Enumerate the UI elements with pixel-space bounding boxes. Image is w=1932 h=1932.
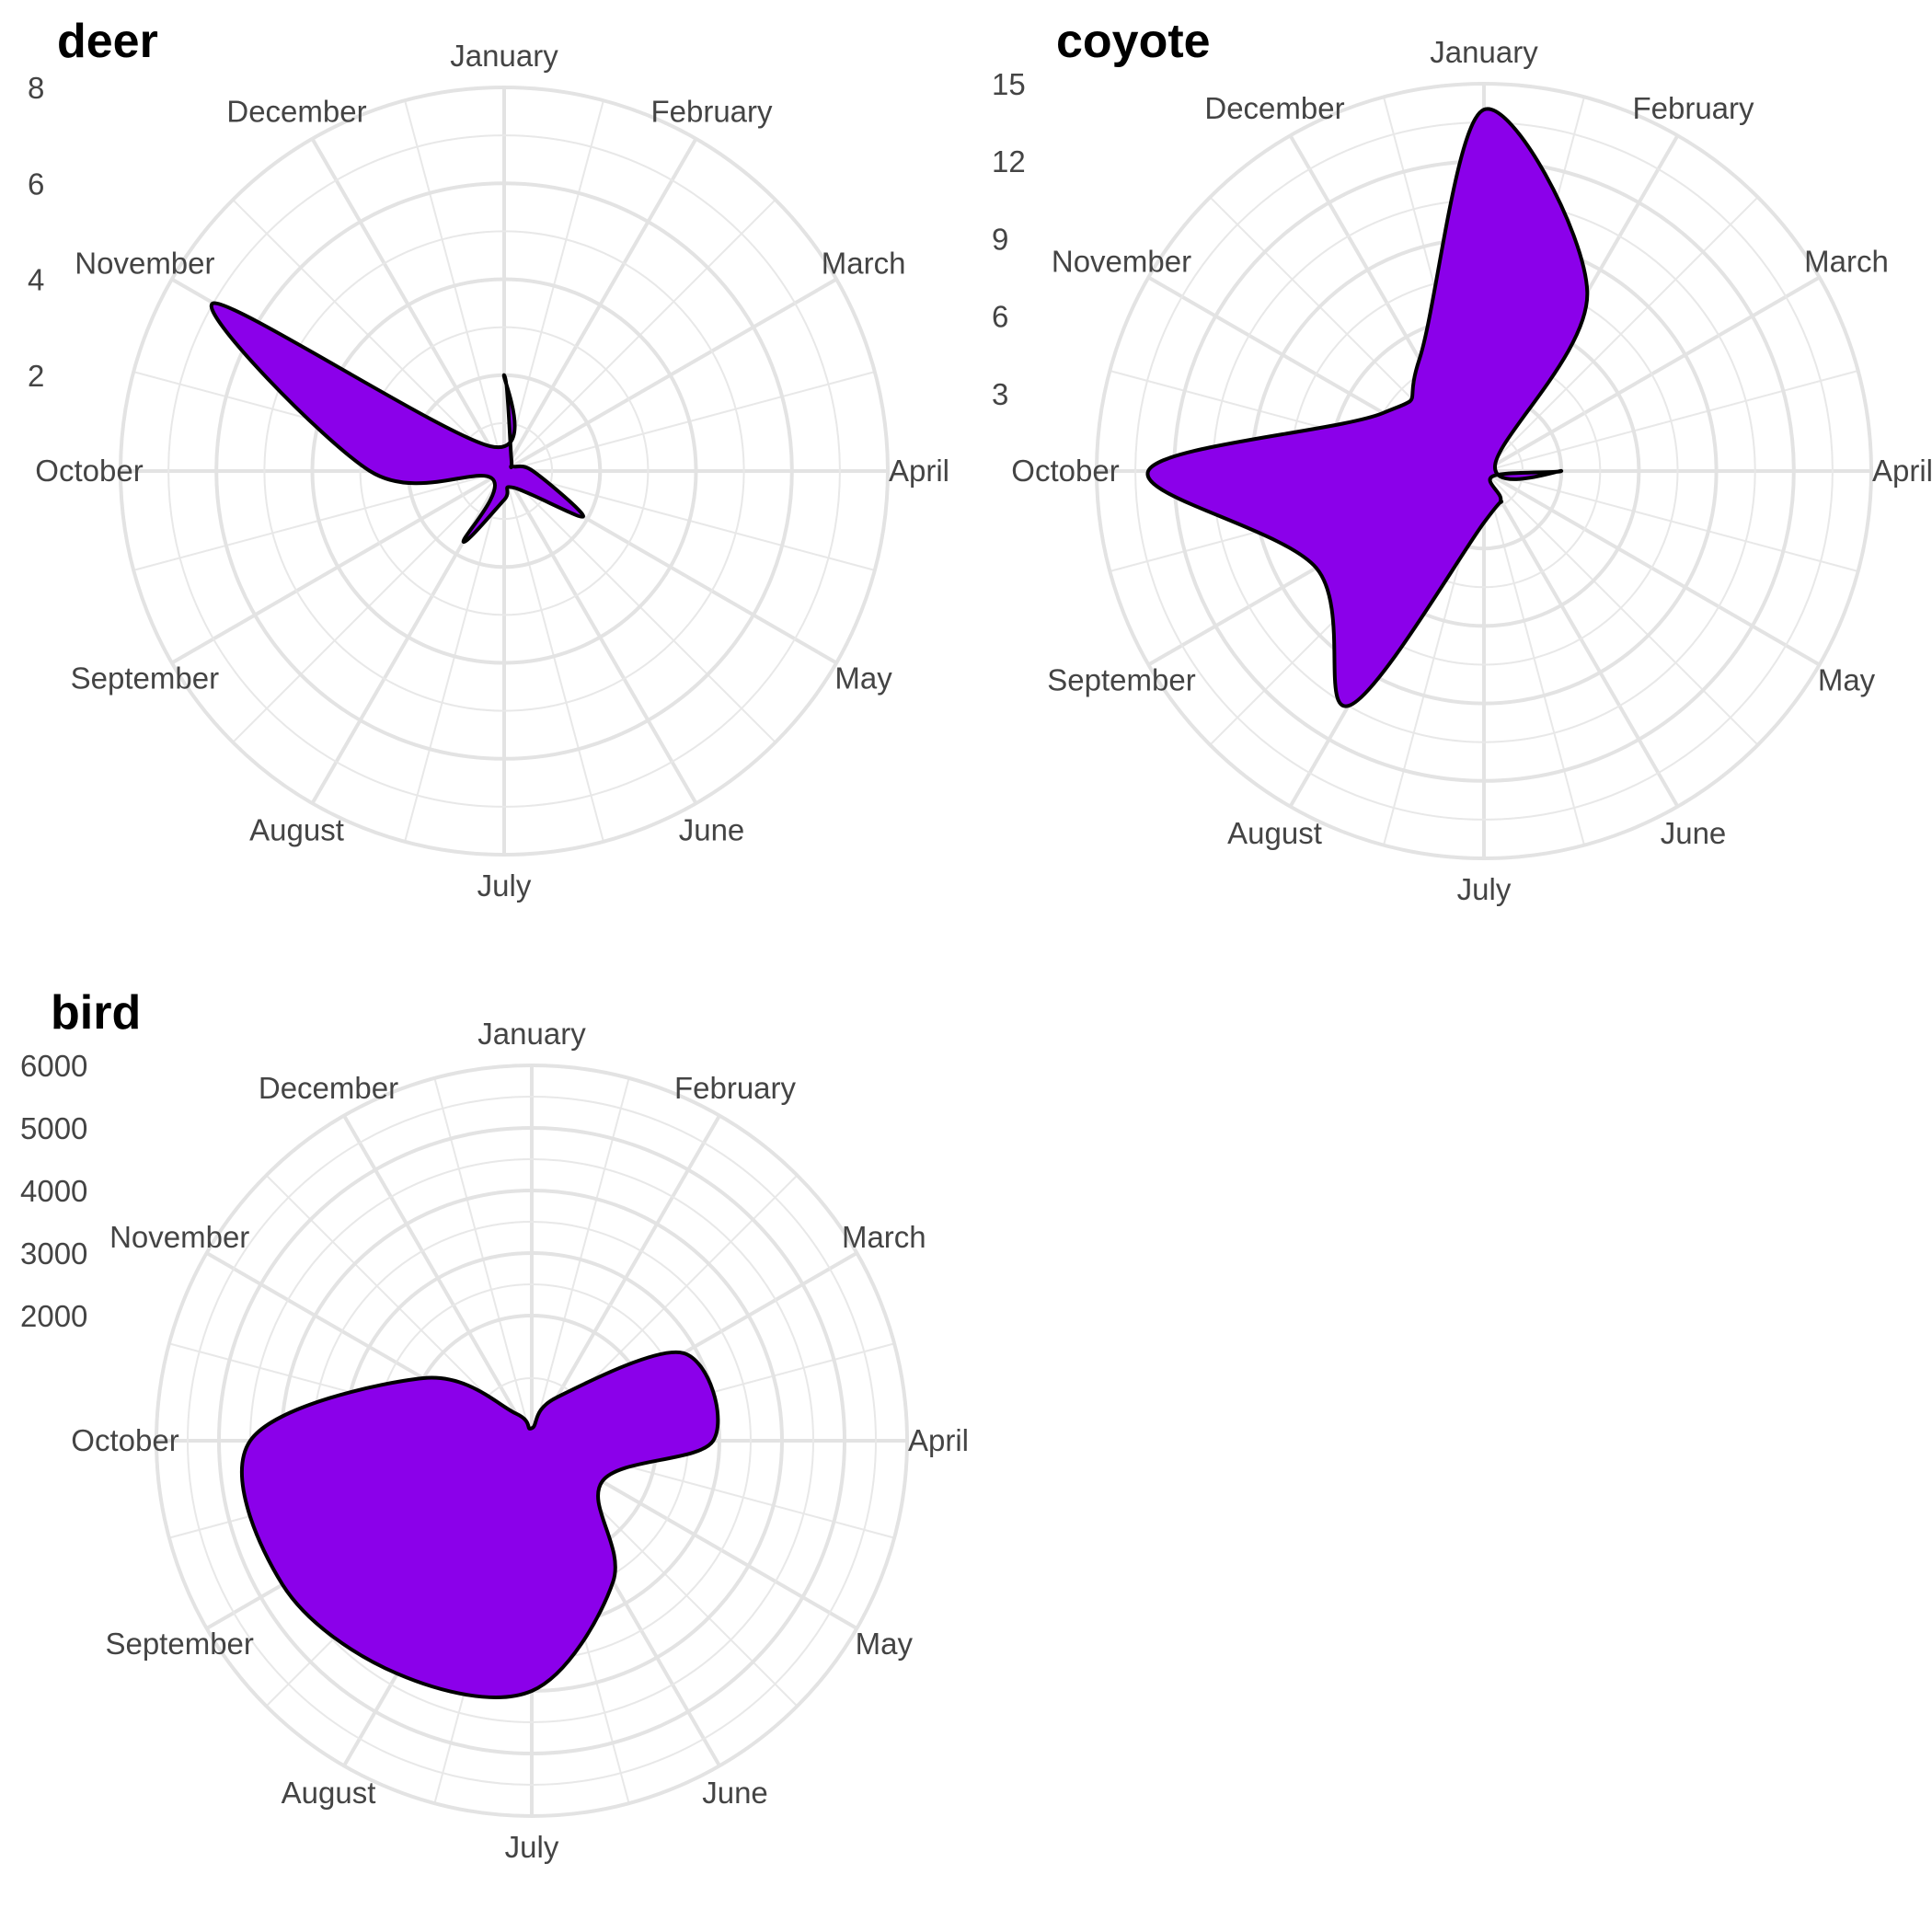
bird-tick-label: 2000 xyxy=(20,1299,87,1333)
coyote-month-label-june: June xyxy=(1661,816,1727,850)
bird-month-label-february: February xyxy=(674,1071,797,1105)
deer-month-label-march: March xyxy=(822,247,906,281)
bird-month-label-may: May xyxy=(856,1627,914,1661)
deer-data-area xyxy=(209,301,585,544)
deer-month-label-october: October xyxy=(35,454,143,488)
bird-month-label-december: December xyxy=(259,1071,398,1105)
bird-month-label-september: September xyxy=(105,1627,253,1661)
deer-tick-label: 2 xyxy=(28,359,44,393)
deer-grid-circle xyxy=(214,181,794,761)
deer-grid-circle xyxy=(119,86,890,857)
coyote-month-label-july: July xyxy=(1457,872,1512,906)
deer-panel-title: deer xyxy=(57,15,158,68)
deer-month-label-december: December xyxy=(226,94,366,128)
bird-grid-circle xyxy=(155,1064,909,1818)
coyote-grid-circle xyxy=(1095,82,1873,860)
coyote-month-label-october: October xyxy=(1011,454,1119,488)
bird-month-label-january: January xyxy=(477,1017,586,1051)
bird-minor-circle xyxy=(187,1096,877,1786)
coyote-month-label-november: November xyxy=(1052,245,1191,279)
deer-month-label-january: January xyxy=(450,39,558,73)
bird-tick-label: 4000 xyxy=(20,1174,87,1208)
bird-tick-label: 5000 xyxy=(20,1111,87,1145)
deer-month-label-august: August xyxy=(249,813,344,847)
coyote-month-label-february: February xyxy=(1632,91,1754,125)
coyote-month-label-may: May xyxy=(1818,663,1876,697)
bird-month-label-march: March xyxy=(842,1220,926,1254)
bird-month-label-june: June xyxy=(702,1776,768,1810)
coyote-tick-label: 15 xyxy=(992,67,1026,101)
bird-panel: bird January February March April May June Jul… xyxy=(20,986,969,1864)
bird-tick-label: 3000 xyxy=(20,1236,87,1271)
deer-grid-circle xyxy=(310,277,698,665)
bird-grid-circle xyxy=(217,1126,846,1755)
deer-tick-label: 4 xyxy=(28,263,44,297)
coyote-month-label-april: April xyxy=(1872,454,1932,488)
coyote-month-label-august: August xyxy=(1227,816,1322,850)
bird-month-label-october: October xyxy=(71,1423,178,1457)
deer-month-label-april: April xyxy=(889,454,949,488)
deer-minor-circle xyxy=(263,230,745,712)
coyote-tick-label: 6 xyxy=(992,300,1008,334)
coyote-tick-label: 3 xyxy=(992,377,1008,411)
deer-panel: deer January February March April May June Jul… xyxy=(28,15,949,903)
deer-month-label-may: May xyxy=(834,661,892,696)
deer-month-label-july: July xyxy=(477,868,532,903)
deer-month-label-june: June xyxy=(679,813,745,847)
bird-month-label-april: April xyxy=(908,1423,969,1457)
coyote-tick-label: 9 xyxy=(992,222,1008,256)
deer-minor-circle xyxy=(359,326,650,616)
coyote-month-label-january: January xyxy=(1430,35,1538,69)
deer-month-label-september: September xyxy=(71,661,219,696)
deer-minor-circle xyxy=(167,134,841,808)
bird-month-label-november: November xyxy=(109,1220,249,1254)
bird-tick-label: 6000 xyxy=(20,1049,87,1083)
bird-panel-title: bird xyxy=(51,986,141,1040)
coyote-panel-title: coyote xyxy=(1056,15,1211,68)
coyote-data-area xyxy=(1145,107,1590,708)
coyote-panel: coyote January February March April May June J… xyxy=(992,15,1932,906)
bird-month-label-august: August xyxy=(282,1776,376,1810)
deer-month-label-february: February xyxy=(650,94,773,128)
coyote-month-label-march: March xyxy=(1804,245,1889,279)
bird-month-label-july: July xyxy=(505,1830,559,1864)
bird-data-area xyxy=(240,1350,720,1699)
deer-tick-label: 6 xyxy=(28,167,44,201)
coyote-month-label-september: September xyxy=(1047,663,1195,697)
deer-tick-label: 8 xyxy=(28,71,44,105)
deer-month-label-november: November xyxy=(75,247,214,281)
coyote-tick-label: 12 xyxy=(992,144,1026,178)
coyote-month-label-december: December xyxy=(1204,91,1344,125)
